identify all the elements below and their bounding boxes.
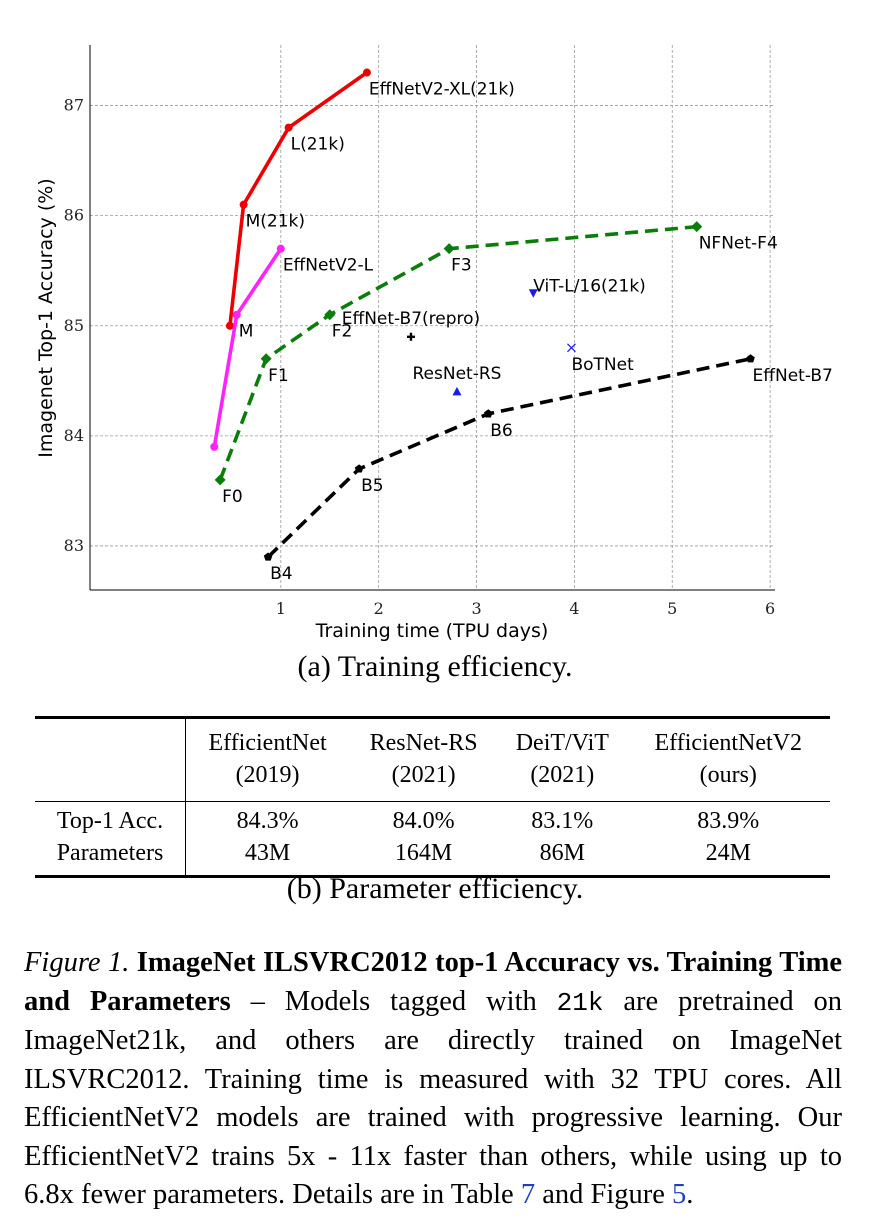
data-point bbox=[443, 243, 455, 255]
col-header-year: (ours) bbox=[699, 762, 757, 788]
row-label: Top-1 Acc. bbox=[35, 801, 186, 837]
data-point bbox=[232, 310, 241, 319]
data-point bbox=[225, 321, 234, 330]
data-point bbox=[452, 386, 462, 396]
caption-text: are pretrained on ImageNet21k, and other… bbox=[24, 985, 843, 1211]
col-header-name: ResNet-RS bbox=[369, 730, 478, 756]
series bbox=[210, 68, 755, 561]
table-corner bbox=[35, 717, 186, 759]
y-tick-label: 87 bbox=[64, 96, 84, 115]
point-label: F3 bbox=[451, 256, 472, 276]
data-point bbox=[354, 464, 364, 473]
data-point bbox=[210, 442, 219, 451]
data-point bbox=[284, 123, 293, 132]
y-tick-label: 86 bbox=[64, 206, 84, 225]
point-label: B5 bbox=[361, 476, 383, 496]
point-label: M bbox=[239, 322, 254, 342]
point-label: F0 bbox=[222, 487, 243, 507]
point-label: L(21k) bbox=[291, 135, 345, 155]
results-table: EfficientNet ResNet-RS DeiT/ViT Efficien… bbox=[35, 716, 830, 878]
series-line bbox=[228, 70, 369, 328]
grid bbox=[90, 45, 775, 590]
table-cell: 43M bbox=[244, 840, 291, 866]
point-label: EffNet-B7(repro) bbox=[342, 309, 480, 329]
x-tick-label: 5 bbox=[667, 599, 677, 618]
y-axis-title: Imagenet Top-1 Accuracy (%) bbox=[35, 178, 57, 457]
data-point bbox=[746, 354, 755, 363]
data-point bbox=[406, 332, 415, 341]
table-cell: 83.1% bbox=[531, 808, 594, 834]
point-label: ResNet-RS bbox=[412, 364, 501, 384]
parameter-table: EfficientNet ResNet-RS DeiT/ViT Efficien… bbox=[35, 716, 830, 878]
caption-code: 21k bbox=[556, 987, 604, 1018]
col-header-year: (2019) bbox=[235, 762, 300, 788]
point-label: B4 bbox=[270, 564, 292, 584]
point-label: M(21k) bbox=[246, 212, 305, 232]
data-point bbox=[276, 244, 285, 253]
y-tick-label: 84 bbox=[64, 426, 84, 445]
y-tick-label: 83 bbox=[64, 536, 84, 555]
x-tick-label: 4 bbox=[569, 599, 579, 618]
x-tick-label: 3 bbox=[471, 599, 481, 618]
point-label: EffNetV2-L bbox=[283, 256, 374, 276]
col-header-name: EfficientNet bbox=[208, 730, 327, 756]
figure-reference-link[interactable]: 5 bbox=[672, 1179, 687, 1210]
table-corner bbox=[35, 759, 186, 802]
point-label: BoTNet bbox=[571, 355, 634, 375]
data-point bbox=[528, 289, 538, 298]
col-header-name: EfficientNetV2 bbox=[654, 730, 803, 756]
caption-text: . bbox=[686, 1179, 694, 1210]
figure-caption: Figure 1. ImageNet ILSVRC2012 top-1 Accu… bbox=[24, 944, 842, 1215]
caption-a: (a) Training efficiency. bbox=[297, 650, 573, 683]
data-point bbox=[362, 68, 371, 77]
col-header-year: (2021) bbox=[530, 762, 595, 788]
point-label: ViT-L/16(21k) bbox=[533, 277, 646, 297]
table-row: Parameters 43M 164M 86M 24M bbox=[35, 837, 830, 877]
point-labels: M(21k) L(21k) EffNetV2-XL(21k) M EffNetV2-L F… bbox=[222, 80, 833, 584]
table-reference-link[interactable]: 7 bbox=[520, 1179, 536, 1210]
data-point bbox=[324, 309, 336, 321]
point-label: B6 bbox=[490, 421, 512, 441]
data-point bbox=[260, 353, 272, 365]
data-point bbox=[263, 552, 273, 561]
axes bbox=[89, 45, 775, 591]
point-label: EffNet-B7 bbox=[753, 366, 833, 386]
table-cell: 164M bbox=[394, 840, 453, 866]
point-label: F1 bbox=[268, 366, 289, 386]
single-points bbox=[406, 289, 576, 396]
point-label: NFNet-F4 bbox=[699, 234, 778, 254]
y-tick-label: 85 bbox=[64, 316, 84, 335]
series-line bbox=[266, 357, 751, 559]
table-cell: 24M bbox=[705, 840, 751, 866]
series-line bbox=[212, 246, 283, 449]
data-point bbox=[567, 343, 576, 353]
table-header-row: (2019) (2021) (2021) (ours) bbox=[35, 759, 830, 802]
x-tick-label: 1 bbox=[276, 599, 286, 618]
col-header-year: (2021) bbox=[391, 762, 456, 788]
caption-text: and Figure bbox=[535, 1179, 672, 1210]
x-tick-label: 6 bbox=[765, 599, 775, 618]
caption-text: – Models tagged with bbox=[230, 985, 557, 1017]
col-header-name: DeiT/ViT bbox=[515, 730, 609, 756]
table-cell: 86M bbox=[539, 840, 585, 866]
tick-labels: 1 2 3 4 5 6 83 84 85 86 87 bbox=[64, 96, 776, 618]
figure-number: Figure 1. bbox=[24, 947, 130, 978]
table-cell: 84.3% bbox=[236, 808, 299, 834]
table-cell: 84.0% bbox=[392, 808, 455, 834]
x-axis-title: Training time (TPU days) bbox=[315, 620, 549, 642]
caption-title: ImageNet ILSVRC2012 top-1 Accuracy vs. T… bbox=[24, 947, 843, 1017]
point-label: F2 bbox=[332, 322, 353, 342]
data-point bbox=[239, 200, 248, 209]
data-point bbox=[214, 474, 226, 486]
data-point bbox=[484, 409, 493, 418]
table-header-row: EfficientNet ResNet-RS DeiT/ViT Efficien… bbox=[35, 717, 830, 759]
point-label: EffNetV2-XL(21k) bbox=[369, 80, 515, 100]
table-row: Top-1 Acc. 84.3% 84.0% 83.1% 83.9% bbox=[35, 801, 830, 837]
x-tick-label: 2 bbox=[374, 599, 384, 618]
caption-b: (b) Parameter efficiency. bbox=[286, 872, 584, 905]
accuracy-vs-training-time-chart: 1 2 3 4 5 6 83 84 85 86 87 M(21k) L(21k) EffNetV2-XL… bbox=[35, 45, 833, 642]
table-cell: 83.9% bbox=[697, 808, 760, 834]
row-label: Parameters bbox=[35, 837, 186, 877]
data-point bbox=[691, 221, 703, 233]
